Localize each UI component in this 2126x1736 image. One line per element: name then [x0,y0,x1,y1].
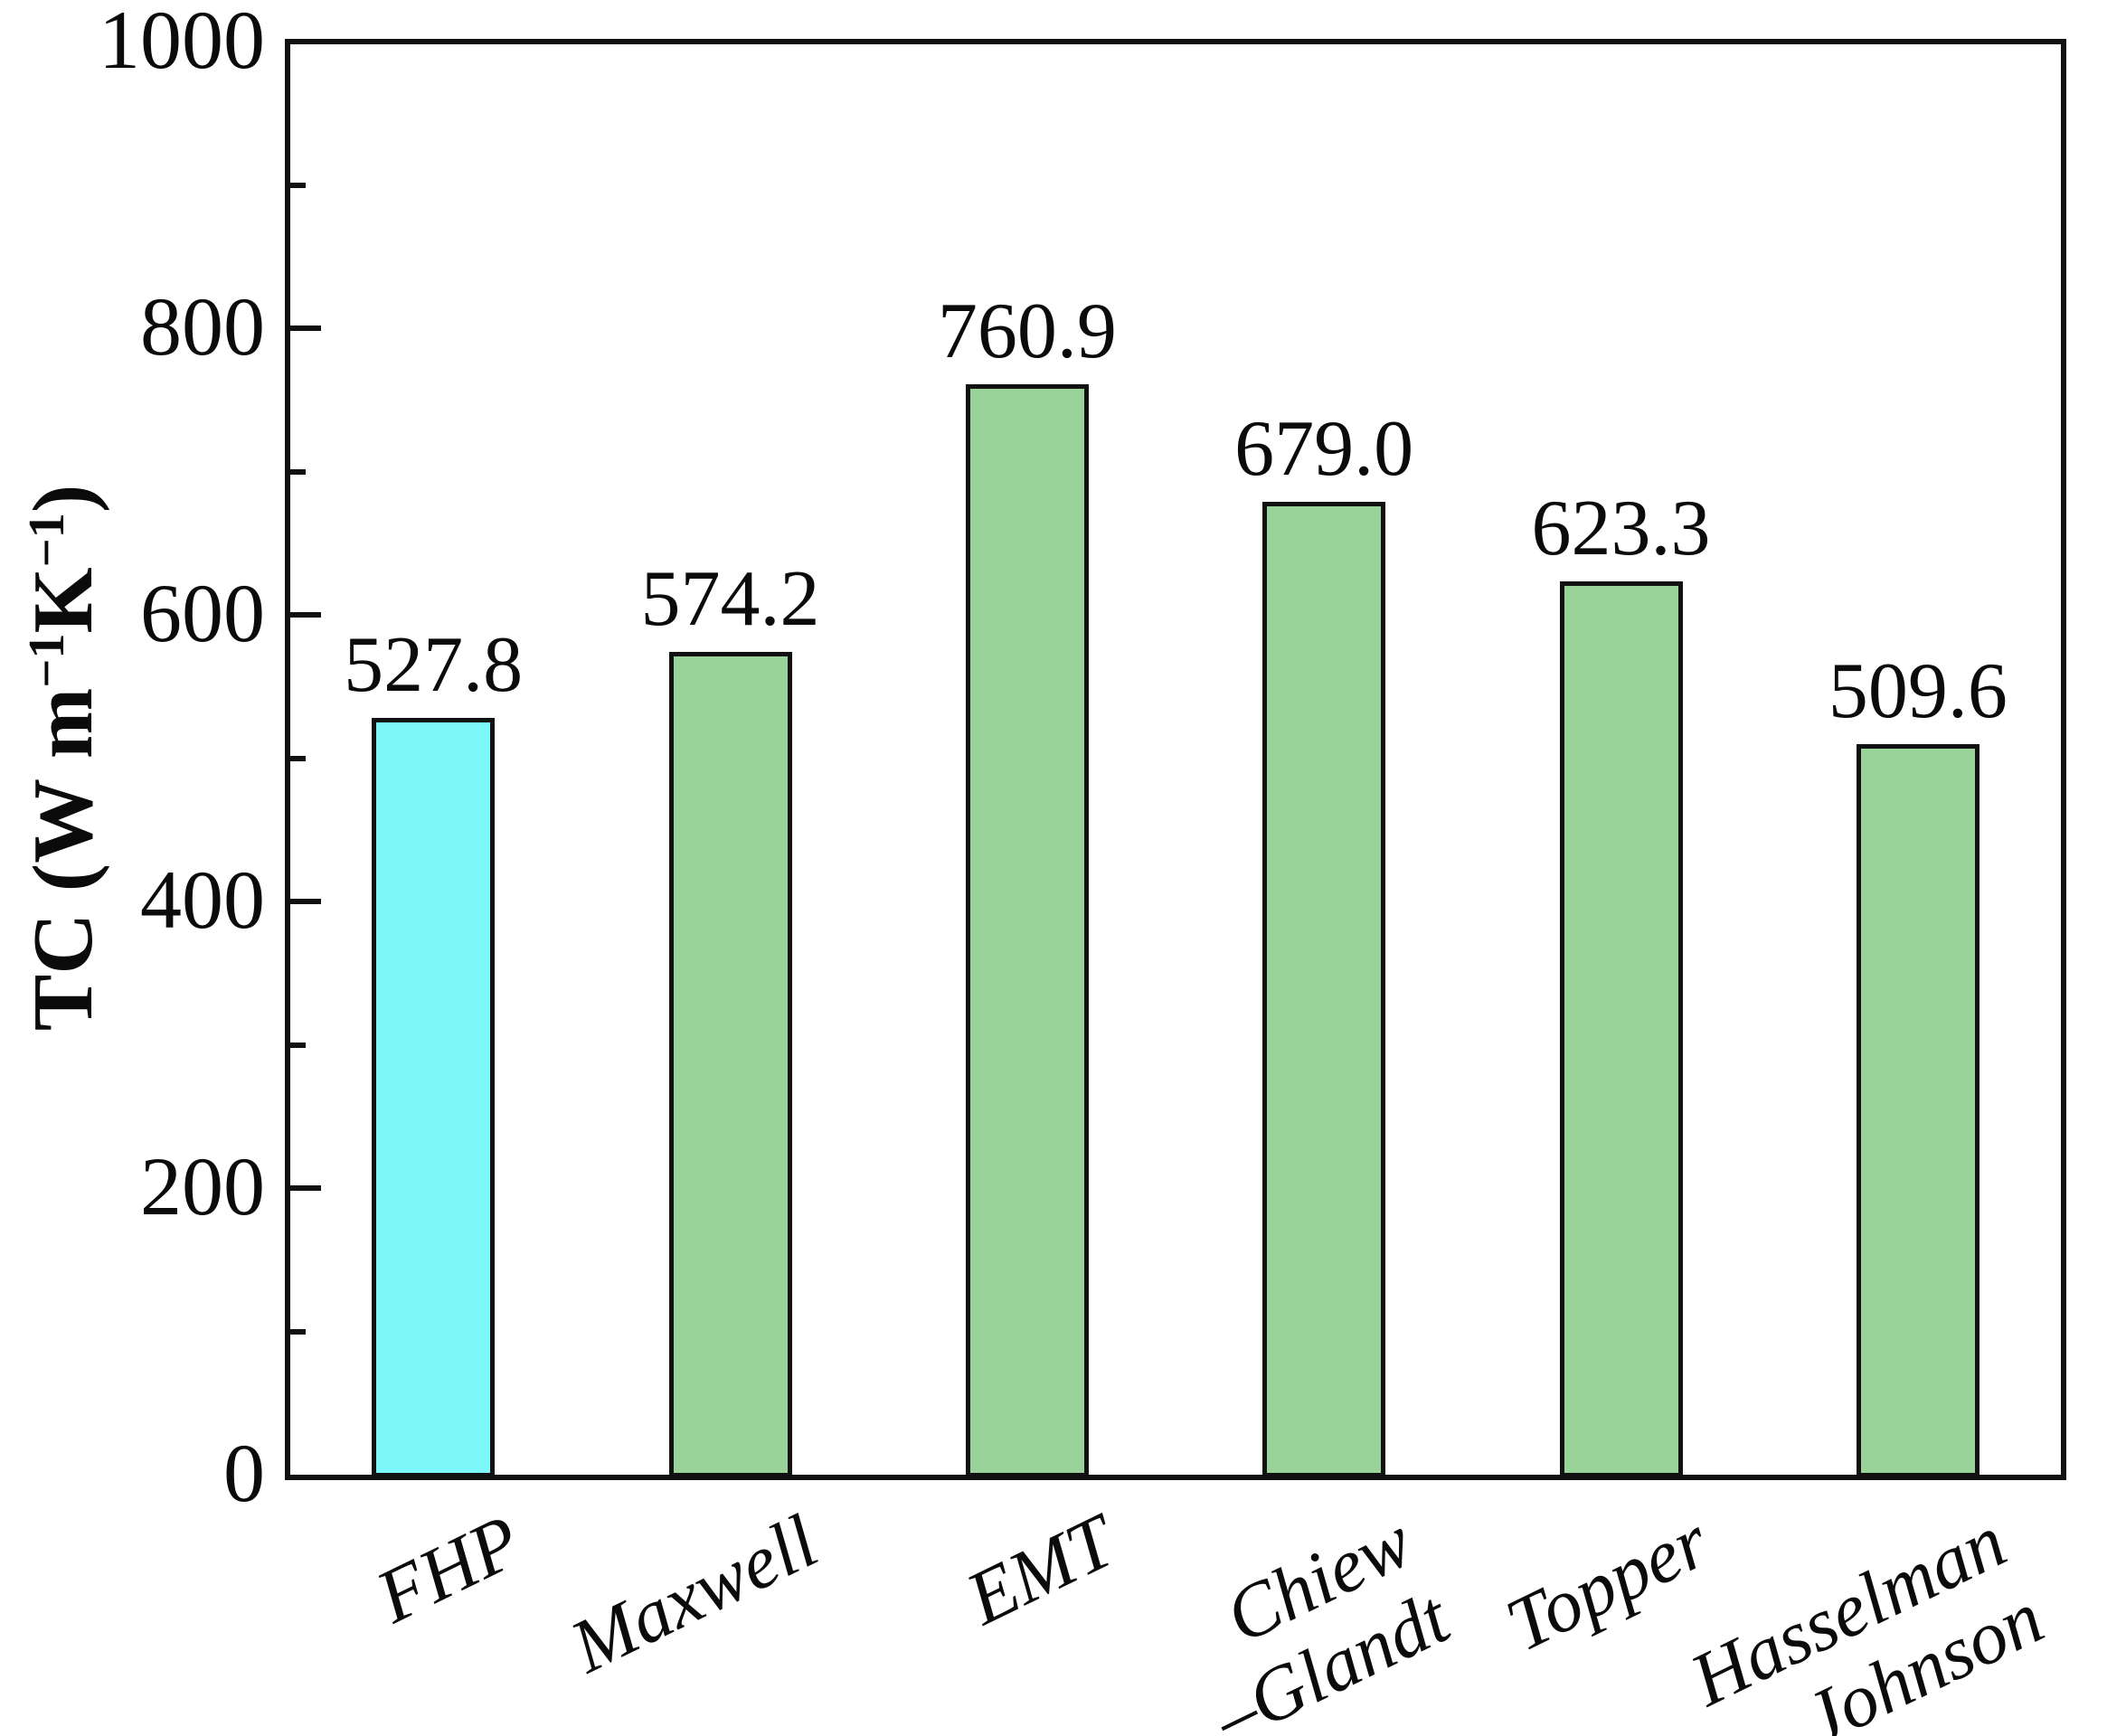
bar-value-label: 679.0 [1234,404,1414,493]
y-major-tick [290,1185,321,1191]
y-tick-label: 600 [140,567,265,660]
bar-value-label: 623.3 [1531,485,1711,573]
bar [668,651,792,1477]
y-minor-tick [290,182,306,188]
y-tick-label: 0 [223,1427,265,1520]
y-tick-label: 1000 [99,0,265,87]
x-category-label: Chiew –Glandt [1200,1499,1462,1736]
bar [1856,744,1980,1477]
y-major-tick [290,326,321,331]
y-major-tick [290,899,321,904]
bar-value-label: 527.8 [344,621,524,710]
x-category-label: FHP [364,1499,534,1640]
bar-value-label: 509.6 [1828,647,2008,736]
plot-area [285,39,2066,1480]
bar-value-label: 760.9 [937,287,1117,375]
y-axis-title-superscript: −1 [18,513,75,568]
y-tick-label: 400 [140,854,265,947]
y-minor-tick [290,755,306,761]
y-tick-label: 200 [140,1140,265,1233]
x-category-label: Maxwell [558,1499,831,1690]
bar-value-label: 574.2 [640,554,820,643]
y-tick-label: 800 [140,280,265,373]
x-category-label: Hasselman – Johnson [1677,1499,2055,1736]
y-minor-tick [290,1328,306,1335]
y-minor-tick [290,1042,306,1048]
y-major-tick [290,612,321,618]
bar [1262,501,1386,1477]
bar [372,718,496,1477]
y-axis-title: TC (W m−1K−1) [16,485,110,1032]
y-axis-title-text: ) [16,484,110,514]
x-category-label: EMT [953,1499,1128,1642]
y-minor-tick [290,468,306,475]
bar [965,383,1089,1477]
bar [1559,581,1683,1477]
